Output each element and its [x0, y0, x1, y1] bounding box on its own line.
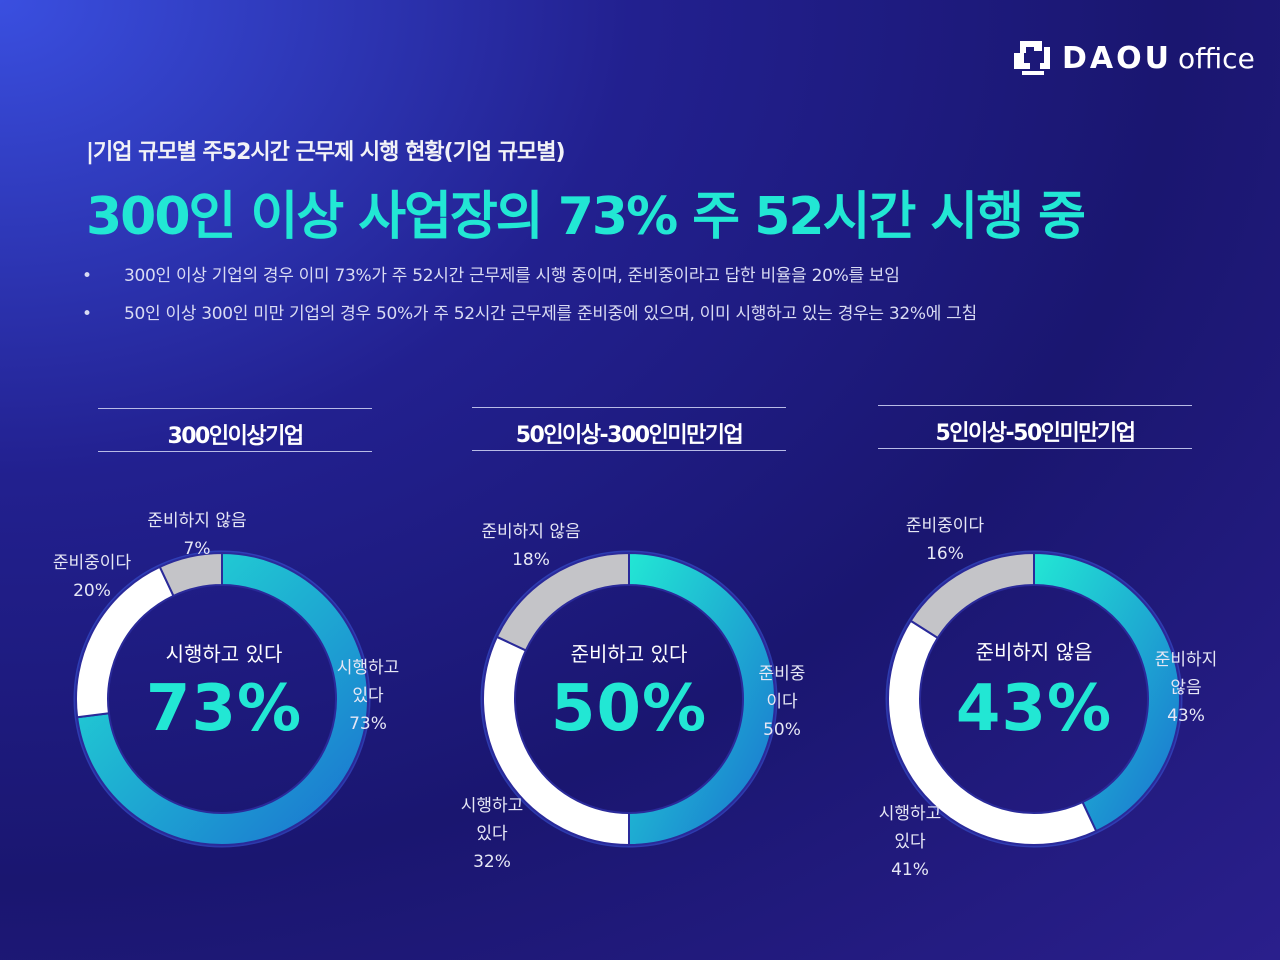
bullet-dot: • [82, 266, 92, 286]
slice-label-line: 시행하고 [878, 804, 942, 824]
donut-slice [628, 551, 776, 847]
slice-label-value: 16% [926, 544, 964, 564]
brand-name-light: office [1177, 41, 1255, 75]
slice-label-line: 이다 [766, 692, 798, 712]
donut-center-label: 준비하지 않음 [975, 640, 1093, 664]
slice-label: 준비중이다 20% [28, 549, 156, 605]
slice-label-line: 않음 [1170, 678, 1202, 698]
slice-label-line: 있다 [894, 832, 926, 852]
donut-slice [76, 551, 369, 846]
slice-label: 준비하지 않음 18% [458, 518, 604, 574]
slice-label: 준비하지 않음 43% [1136, 646, 1236, 730]
slice-label-line: 시행하고 [460, 796, 524, 816]
section-eyebrow: |기업 규모별 주52시간 근무제 시행 현황(기업 규모별) [86, 140, 566, 165]
title-rule-bottom [878, 448, 1192, 449]
donut-center-value: 73% [145, 672, 303, 746]
slice-label-line: 준비하지 않음 [481, 522, 581, 542]
bullet-item: • 300인 이상 기업의 경우 이미 73%가 주 52시간 근무제를 시행 … [82, 262, 977, 300]
bullet-text: 300인 이상 기업의 경우 이미 73%가 주 52시간 근무제를 시행 중이… [124, 266, 900, 286]
bullet-item: • 50인 이상 300인 미만 기업의 경우 50%가 주 52시간 근무제를… [82, 300, 977, 338]
donut-center-value: 43% [955, 672, 1113, 746]
slice-label: 시행하고 있다 73% [302, 654, 434, 738]
chart-title-text: 5인이상-50인미만기업 [935, 421, 1136, 446]
slice-label: 준비하지 않음 7% [124, 507, 270, 563]
donut-center-label: 시행하고 있다 [165, 642, 283, 666]
slice-label-line: 준비중 [758, 664, 806, 684]
slice-label-line: 준비하지 [1154, 650, 1218, 670]
daou-logo-icon [1014, 41, 1050, 75]
slice-label-line: 준비중이다 [905, 516, 985, 536]
slice-label-line: 있다 [352, 686, 384, 706]
slice-label-value: 18% [512, 550, 550, 570]
title-rule-bottom [98, 451, 372, 452]
title-rule-top [878, 405, 1192, 406]
slice-label-value: 50% [763, 720, 801, 740]
brand-name-bold: DAOU [1062, 40, 1172, 76]
title-rule-top [98, 408, 372, 409]
slice-label-value: 43% [1167, 706, 1205, 726]
bullet-dot: • [82, 304, 92, 324]
bullet-text: 50인 이상 300인 미만 기업의 경우 50%가 주 52시간 근무제를 준… [124, 304, 977, 324]
page-headline: 300인 이상 사업장의 73% 주 52시간 시행 중 [86, 187, 1086, 247]
chart-title-text: 300인이상기업 [167, 424, 304, 449]
slice-label-line: 시행하고 [336, 658, 400, 678]
slice-label-value: 32% [473, 852, 511, 872]
slice-label: 준비중이다 16% [880, 512, 1010, 568]
slice-label: 시행하고 있다 32% [432, 792, 552, 876]
slice-label-value: 41% [891, 860, 929, 880]
chart-title-50to300: 50인이상-300인미만기업 [472, 407, 786, 451]
chart-title-300plus: 300인이상기업 [98, 408, 372, 452]
slice-label-value: 73% [349, 714, 387, 734]
slice-label-line: 준비하지 않음 [147, 511, 247, 531]
brand-logo: DAOU office [1012, 38, 1255, 78]
slice-label-value: 7% [183, 539, 211, 559]
donut-center-label: 준비하고 있다 [570, 642, 688, 666]
donut-slice [495, 551, 630, 652]
chart-title-5to50: 5인이상-50인미만기업 [878, 405, 1192, 449]
slice-label: 준비중 이다 50% [732, 660, 832, 744]
slice-label-value: 20% [73, 581, 111, 601]
title-rule-bottom [472, 450, 786, 451]
donut-slice [1033, 551, 1181, 833]
donut-center-value: 50% [550, 672, 708, 746]
donut-slice [158, 551, 223, 598]
slice-label-line: 준비중이다 [52, 553, 132, 573]
summary-bullets: • 300인 이상 기업의 경우 이미 73%가 주 52시간 근무제를 시행 … [82, 262, 977, 338]
slice-label: 시행하고 있다 41% [850, 800, 970, 884]
donut-slice [909, 551, 1035, 640]
chart-title-text: 50인이상-300인미만기업 [515, 423, 744, 448]
slice-label-line: 있다 [476, 824, 508, 844]
title-rule-top [472, 407, 786, 408]
